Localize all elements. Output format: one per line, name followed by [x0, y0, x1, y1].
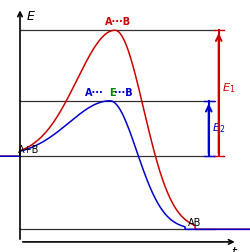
Text: ···B: ···B — [114, 88, 132, 98]
Text: AB: AB — [188, 218, 201, 228]
Text: $\mathit{E}_1$: $\mathit{E}_1$ — [222, 81, 236, 95]
Text: A+B: A+B — [18, 145, 39, 155]
Text: $\mathit{E}_2$: $\mathit{E}_2$ — [212, 122, 226, 135]
Text: $t$: $t$ — [231, 246, 239, 252]
Text: A···: A··· — [85, 88, 104, 98]
Text: $E$: $E$ — [26, 10, 36, 23]
Text: A···B: A···B — [105, 17, 131, 27]
Text: E: E — [109, 88, 115, 98]
